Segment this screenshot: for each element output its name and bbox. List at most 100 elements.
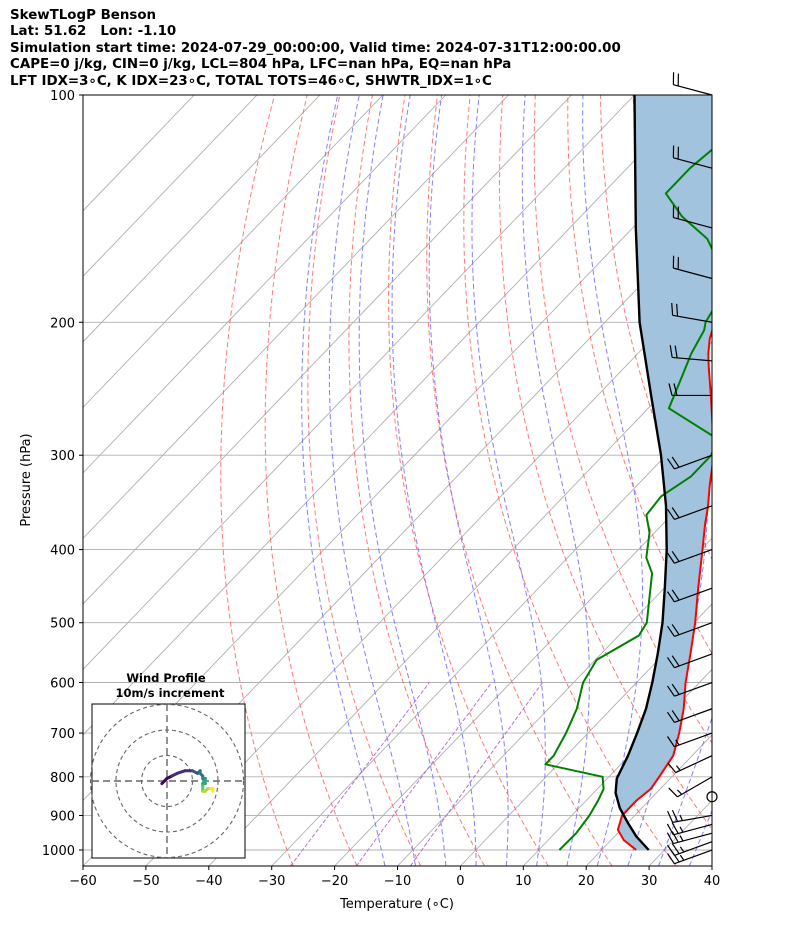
dry-adiabat <box>463 95 677 866</box>
isotherm <box>83 95 635 671</box>
barb-half-flag <box>676 789 683 795</box>
barb-staff <box>672 356 713 362</box>
wind-barb <box>706 791 718 803</box>
isotherm <box>334 472 712 866</box>
wind-barb <box>671 302 713 323</box>
x-tick-label: −20 <box>321 874 348 889</box>
barb-flag <box>671 683 680 695</box>
dry-adiabat <box>731 95 794 866</box>
moist-adiabat <box>521 95 590 866</box>
isotherm <box>83 95 447 474</box>
hodograph-subtitle: 10m/s increment <box>116 686 225 700</box>
barb-flag <box>666 711 675 723</box>
barb-staff <box>674 548 713 564</box>
barb-flag <box>666 458 675 470</box>
barb-flag <box>666 508 675 520</box>
x-tick-label: 10 <box>515 874 532 889</box>
barb-staff <box>672 814 713 823</box>
barb-staff <box>674 841 713 856</box>
isotherm <box>397 537 712 866</box>
barb-flag <box>666 823 674 836</box>
y-tick-label: 200 <box>50 316 75 331</box>
barb-staff <box>674 505 713 521</box>
isotherm <box>83 95 698 736</box>
wind-barb <box>666 849 713 865</box>
wind-barbs <box>666 72 718 865</box>
barb-staff <box>673 217 713 229</box>
isotherm <box>775 95 794 866</box>
dry-adiabat <box>498 95 712 831</box>
isotherm <box>585 734 712 866</box>
y-tick-label: 600 <box>50 677 75 692</box>
barb-flag <box>666 657 675 668</box>
barb-half-flag <box>679 854 685 861</box>
location-line: Lat: 51.62 Lon: -1.10 <box>10 24 177 40</box>
x-tick-label: −40 <box>195 874 222 889</box>
isotherm <box>711 865 712 866</box>
mixing-ratio-line <box>290 682 430 866</box>
x-tick-label: −50 <box>132 874 159 889</box>
barb-staff <box>674 622 713 637</box>
wind-barb <box>669 345 713 362</box>
barb-flag <box>667 810 674 823</box>
wind-barb <box>666 653 713 669</box>
moist-adiabat <box>688 809 712 866</box>
wind-barb <box>666 841 713 856</box>
x-tick-label: 20 <box>578 874 595 889</box>
cin-shading <box>615 95 712 850</box>
y-tick-label: 1000 <box>42 844 75 859</box>
barb-flag <box>669 345 673 358</box>
wind-barb <box>672 205 713 229</box>
barb-staff <box>674 653 713 669</box>
wind-barb <box>666 622 713 637</box>
wind-barb <box>672 72 713 96</box>
barb-flag <box>676 303 679 317</box>
stability-line: CAPE=0 j/kg, CIN=0 j/kg, LCL=804 hPa, LF… <box>10 57 512 73</box>
barb-flag <box>666 736 675 748</box>
moist-adiabat <box>391 95 477 866</box>
isotherm <box>271 406 712 866</box>
barb-flag <box>671 843 680 855</box>
barb-half-flag <box>675 765 681 771</box>
barb-flag <box>671 589 680 601</box>
barb-half-flag <box>679 814 684 821</box>
barb-half-flag <box>675 739 680 746</box>
isotherm <box>83 95 572 605</box>
dry-adiabat <box>763 95 794 866</box>
barb-flag <box>671 456 680 468</box>
isotherm <box>83 95 258 277</box>
time-line: Simulation start time: 2024-07-29_00:00:… <box>10 40 621 56</box>
wind-barb <box>666 831 713 845</box>
moist-adiabat <box>471 95 546 866</box>
mixing-ratio-line <box>355 682 492 866</box>
barb-flag <box>674 345 678 358</box>
barb-flag <box>671 507 680 519</box>
wind-barb <box>668 383 712 397</box>
barb-staff <box>673 267 713 280</box>
y-tick-label: 800 <box>50 771 75 786</box>
data-layer <box>544 95 712 851</box>
barb-staff <box>672 314 713 323</box>
moist-adiabat <box>658 716 712 866</box>
barb-flag <box>666 832 674 844</box>
barb-flag <box>671 822 679 834</box>
x-tick-label: −60 <box>69 874 96 889</box>
wind-barb <box>666 454 713 470</box>
barb-flag <box>671 831 679 843</box>
barb-flag <box>667 762 677 773</box>
calm-circle <box>706 791 718 803</box>
dry-adiabat <box>307 95 422 866</box>
barb-staff <box>673 823 713 836</box>
barb-flag <box>671 655 680 667</box>
chart-title: SkewTLogP Benson <box>10 8 157 23</box>
wind-barb <box>668 776 713 798</box>
isotherm <box>83 95 321 343</box>
wind-barb <box>666 822 713 836</box>
wind-barb <box>666 708 713 723</box>
moist-adiabat <box>328 95 416 866</box>
hodograph-inset: Wind Profile 10m/s increment <box>89 671 246 859</box>
y-tick-label: 300 <box>50 449 75 464</box>
x-axis-label: Temperature (∘C) <box>339 897 454 912</box>
x-tick-label: 30 <box>641 874 658 889</box>
wind-barb <box>667 809 713 823</box>
